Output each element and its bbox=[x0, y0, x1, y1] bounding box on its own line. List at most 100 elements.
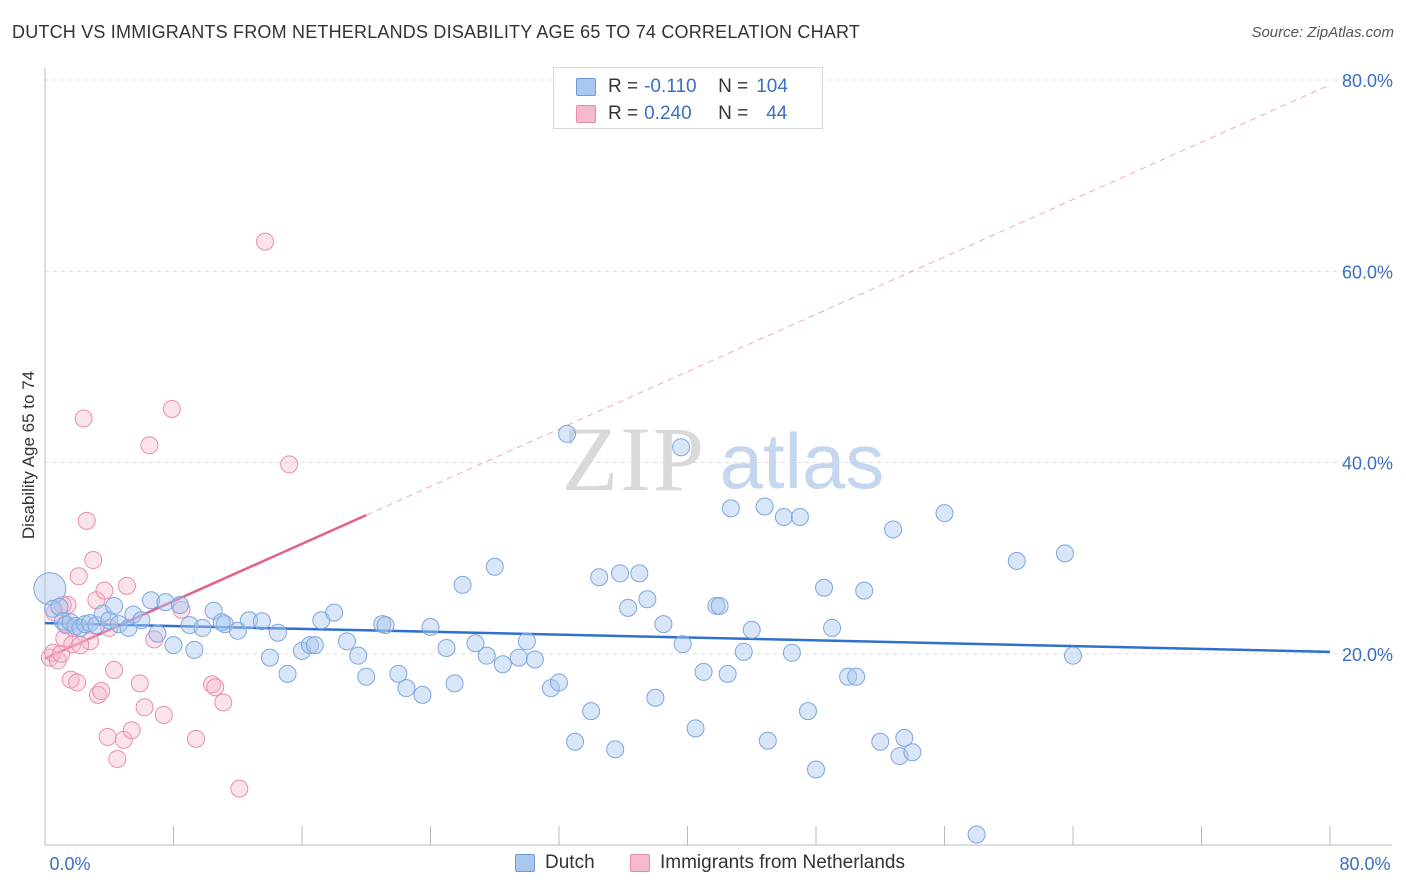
data-point-dutch bbox=[710, 596, 729, 615]
data-point-dutch bbox=[56, 616, 75, 635]
y-axis-title: Disability Age 65 to 74 bbox=[19, 371, 38, 539]
y-tick-label: 40.0% bbox=[1342, 454, 1393, 474]
legend-label-dutch: Dutch bbox=[545, 852, 595, 873]
data-point-dutch bbox=[466, 634, 485, 653]
y-tick-label: 60.0% bbox=[1342, 262, 1393, 282]
legend-r-value: 0.240 bbox=[644, 103, 692, 124]
data-point-netherlands bbox=[74, 409, 93, 428]
x-tick-label: 0.0% bbox=[49, 854, 90, 874]
data-point-netherlands bbox=[108, 749, 127, 768]
data-point-dutch bbox=[718, 664, 737, 683]
data-point-dutch bbox=[305, 636, 324, 655]
data-point-dutch bbox=[278, 664, 297, 683]
data-point-netherlands bbox=[105, 661, 124, 680]
data-point-netherlands bbox=[71, 636, 90, 655]
legend-swatch-netherlands bbox=[630, 854, 650, 872]
data-point-netherlands bbox=[84, 551, 103, 570]
legend-swatch-dutch bbox=[515, 854, 535, 872]
data-point-dutch bbox=[672, 438, 691, 457]
data-point-dutch bbox=[50, 597, 69, 616]
legend-label-netherlands: Immigrants from Netherlands bbox=[660, 852, 905, 873]
data-point-dutch bbox=[566, 732, 585, 751]
data-point-netherlands bbox=[203, 675, 222, 694]
data-point-dutch bbox=[44, 599, 63, 618]
data-point-dutch bbox=[509, 648, 528, 667]
legend-n-value: 104 bbox=[756, 76, 788, 97]
data-point-dutch bbox=[185, 640, 204, 659]
legend-r-label: R = bbox=[608, 76, 639, 97]
data-point-dutch bbox=[1064, 646, 1082, 665]
grid-layer bbox=[45, 79, 1392, 655]
legend-r-value: -0.110 bbox=[644, 76, 697, 97]
data-point-dutch bbox=[109, 615, 128, 634]
watermark: ZIP atlas bbox=[562, 408, 884, 510]
data-point-dutch bbox=[142, 591, 161, 610]
data-point-dutch bbox=[734, 642, 753, 661]
data-point-netherlands bbox=[80, 632, 99, 651]
data-point-dutch bbox=[903, 743, 922, 762]
data-point-dutch bbox=[550, 673, 568, 692]
data-point-dutch bbox=[421, 617, 440, 636]
data-point-dutch bbox=[413, 685, 432, 704]
data-point-netherlands bbox=[140, 436, 159, 455]
data-point-dutch bbox=[33, 572, 67, 606]
data-point-netherlands bbox=[117, 576, 136, 595]
data-point-dutch bbox=[630, 564, 649, 583]
data-point-netherlands bbox=[69, 567, 88, 586]
data-point-dutch bbox=[884, 520, 903, 539]
data-point-dutch bbox=[268, 623, 287, 642]
x-tick-label: 80.0% bbox=[1339, 854, 1390, 874]
trend-layer bbox=[44, 84, 1331, 660]
data-point-netherlands bbox=[92, 682, 111, 701]
data-point-dutch bbox=[694, 662, 713, 681]
legend-swatch-netherlands bbox=[576, 105, 596, 123]
legend-item-netherlands[interactable]: Immigrants from Netherlands bbox=[630, 852, 905, 874]
data-point-dutch bbox=[148, 624, 167, 643]
data-point-dutch bbox=[100, 611, 119, 630]
data-point-dutch bbox=[301, 636, 320, 655]
data-point-dutch bbox=[517, 632, 536, 651]
data-point-dutch bbox=[782, 643, 801, 662]
data-point-dutch bbox=[437, 639, 456, 658]
data-point-dutch bbox=[611, 564, 630, 583]
data-point-dutch bbox=[758, 731, 777, 750]
data-point-dutch bbox=[212, 613, 231, 632]
data-point-dutch bbox=[445, 674, 464, 693]
data-point-netherlands bbox=[135, 698, 154, 717]
data-point-dutch bbox=[252, 612, 271, 631]
data-point-dutch bbox=[193, 618, 212, 637]
legend-r-label: R = bbox=[608, 103, 639, 124]
data-point-dutch bbox=[493, 655, 512, 674]
data-point-dutch bbox=[823, 618, 842, 637]
data-point-dutch bbox=[349, 646, 368, 665]
data-point-dutch bbox=[485, 557, 504, 576]
chart-source: Source: ZipAtlas.com bbox=[1251, 24, 1394, 41]
data-point-dutch bbox=[337, 632, 356, 651]
data-point-netherlands bbox=[230, 779, 249, 798]
data-point-dutch bbox=[798, 702, 817, 721]
data-point-netherlands bbox=[280, 455, 299, 474]
data-point-netherlands bbox=[154, 705, 173, 724]
data-point-netherlands bbox=[122, 721, 141, 740]
data-point-dutch bbox=[389, 664, 408, 683]
data-point-dutch bbox=[156, 593, 175, 612]
series-legend: Dutch Immigrants from Netherlands bbox=[0, 852, 1406, 878]
data-point-dutch bbox=[325, 603, 344, 622]
data-point-dutch bbox=[654, 615, 673, 634]
correlation-legend: R = -0.110 N = 104 R = 0.240 N = 44 bbox=[553, 67, 823, 129]
data-point-dutch bbox=[673, 635, 692, 654]
data-point-dutch bbox=[895, 728, 914, 747]
data-point-dutch bbox=[847, 667, 866, 686]
data-point-netherlands bbox=[68, 673, 87, 692]
data-point-dutch bbox=[967, 825, 986, 844]
data-point-dutch bbox=[1007, 551, 1026, 570]
data-point-dutch bbox=[646, 688, 665, 707]
data-point-dutch bbox=[815, 578, 834, 597]
data-point-dutch bbox=[638, 590, 657, 609]
data-point-dutch bbox=[105, 596, 124, 615]
legend-item-dutch[interactable]: Dutch bbox=[515, 852, 595, 874]
data-point-dutch bbox=[260, 648, 279, 667]
axis-layer bbox=[44, 68, 1392, 846]
data-point-netherlands bbox=[98, 727, 117, 746]
